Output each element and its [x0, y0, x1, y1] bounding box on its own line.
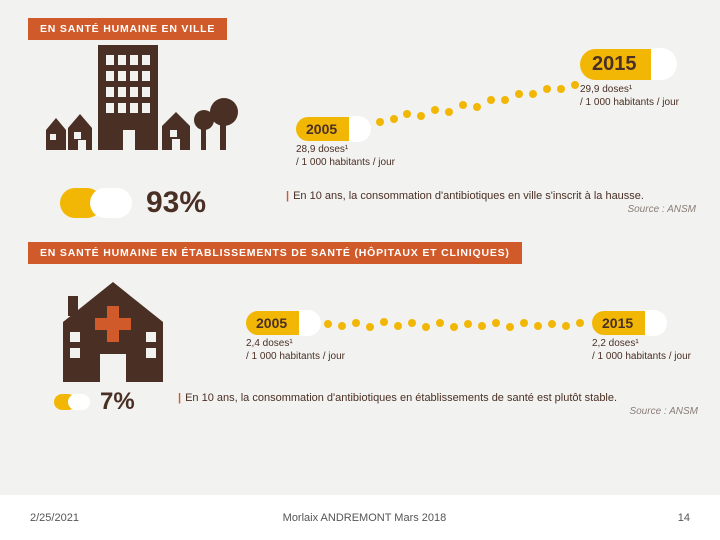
trend-dot — [324, 320, 332, 328]
city-percent: 93% — [146, 186, 206, 220]
trend-dot — [431, 106, 439, 114]
pill-cap-icon — [299, 310, 321, 336]
trend-dot — [576, 319, 584, 327]
year-2015-hospital: 2015 — [592, 310, 667, 336]
trend-dot — [492, 319, 500, 327]
trend-dot — [459, 101, 467, 109]
trend-dot — [436, 319, 444, 327]
year-2015-city: 2015 — [580, 48, 677, 80]
year-2005-city-doses: 28,9 doses¹ / 1 000 habitants / jour — [296, 144, 395, 169]
trend-dot — [366, 323, 374, 331]
footer-date: 2/25/2021 — [30, 512, 79, 524]
trend-dot — [520, 319, 528, 327]
slide-footer: 2/25/2021 Morlaix ANDREMONT Mars 2018 14 — [0, 495, 720, 540]
year-2005-city-label: 2005 — [296, 117, 351, 141]
trend-dot — [390, 115, 398, 123]
year-2005-hospital-doses: 2,4 doses¹ / 1 000 habitants / jour — [246, 338, 345, 363]
hospital-pill: 7% — [54, 388, 135, 416]
year-2015-city-label: 2015 — [580, 49, 653, 80]
trend-dot — [422, 323, 430, 331]
trend-dot — [478, 322, 486, 330]
trend-dot — [557, 85, 565, 93]
year-2005-city: 2005 — [296, 116, 371, 142]
trend-dot — [534, 322, 542, 330]
section-city: EN SANTÉ HUMAINE EN VILLE — [28, 18, 708, 238]
city-icon — [38, 40, 238, 180]
city-pill: 93% — [60, 186, 206, 220]
banner-city: EN SANTÉ HUMAINE EN VILLE — [28, 18, 227, 40]
trend-dot — [543, 85, 551, 93]
trend-dot — [376, 118, 384, 126]
trend-dot — [450, 323, 458, 331]
year-2015-hospital-doses: 2,2 doses¹ / 1 000 habitants / jour — [592, 338, 691, 363]
pill-icon — [60, 188, 132, 218]
trend-dot — [408, 319, 416, 327]
pill-cap-icon — [651, 48, 677, 80]
trend-dot — [394, 322, 402, 330]
trend-dot — [501, 96, 509, 104]
caption-hospital: |En 10 ans, la consommation d'antibiotiq… — [178, 392, 698, 417]
hospital-percent: 7% — [100, 388, 135, 416]
trend-dot — [515, 90, 523, 98]
footer-page: 14 — [650, 512, 690, 524]
trend-dot — [529, 90, 537, 98]
trend-dot — [417, 112, 425, 120]
trend-dot — [506, 323, 514, 331]
caption-city: |En 10 ans, la consommation d'antibiotiq… — [286, 190, 696, 215]
trend-dot — [487, 96, 495, 104]
pill-cap-icon — [349, 116, 371, 142]
section-hospital: EN SANTÉ HUMAINE EN ÉTABLISSEMENTS DE SA… — [28, 242, 708, 462]
pill-icon-small — [54, 394, 90, 410]
trend-dot — [464, 320, 472, 328]
year-2015-city-doses: 29,9 doses¹ / 1 000 habitants / jour — [580, 84, 679, 109]
slide-area: EN SANTÉ HUMAINE EN VILLE — [0, 0, 720, 495]
trend-dot — [473, 103, 481, 111]
footer-center: Morlaix ANDREMONT Mars 2018 — [79, 512, 650, 524]
banner-hospital: EN SANTÉ HUMAINE EN ÉTABLISSEMENTS DE SA… — [28, 242, 522, 264]
trend-dot — [571, 81, 579, 89]
trend-dot — [403, 110, 411, 118]
year-2005-hospital-label: 2005 — [246, 311, 301, 335]
trend-dot — [548, 320, 556, 328]
pill-cap-icon — [645, 310, 667, 336]
trend-dot — [380, 318, 388, 326]
hospital-icon — [48, 272, 178, 382]
trend-dot — [352, 319, 360, 327]
trend-dot — [338, 322, 346, 330]
year-2005-hospital: 2005 — [246, 310, 321, 336]
trend-dot — [562, 322, 570, 330]
year-2015-hospital-label: 2015 — [592, 311, 647, 335]
trend-dot — [445, 108, 453, 116]
